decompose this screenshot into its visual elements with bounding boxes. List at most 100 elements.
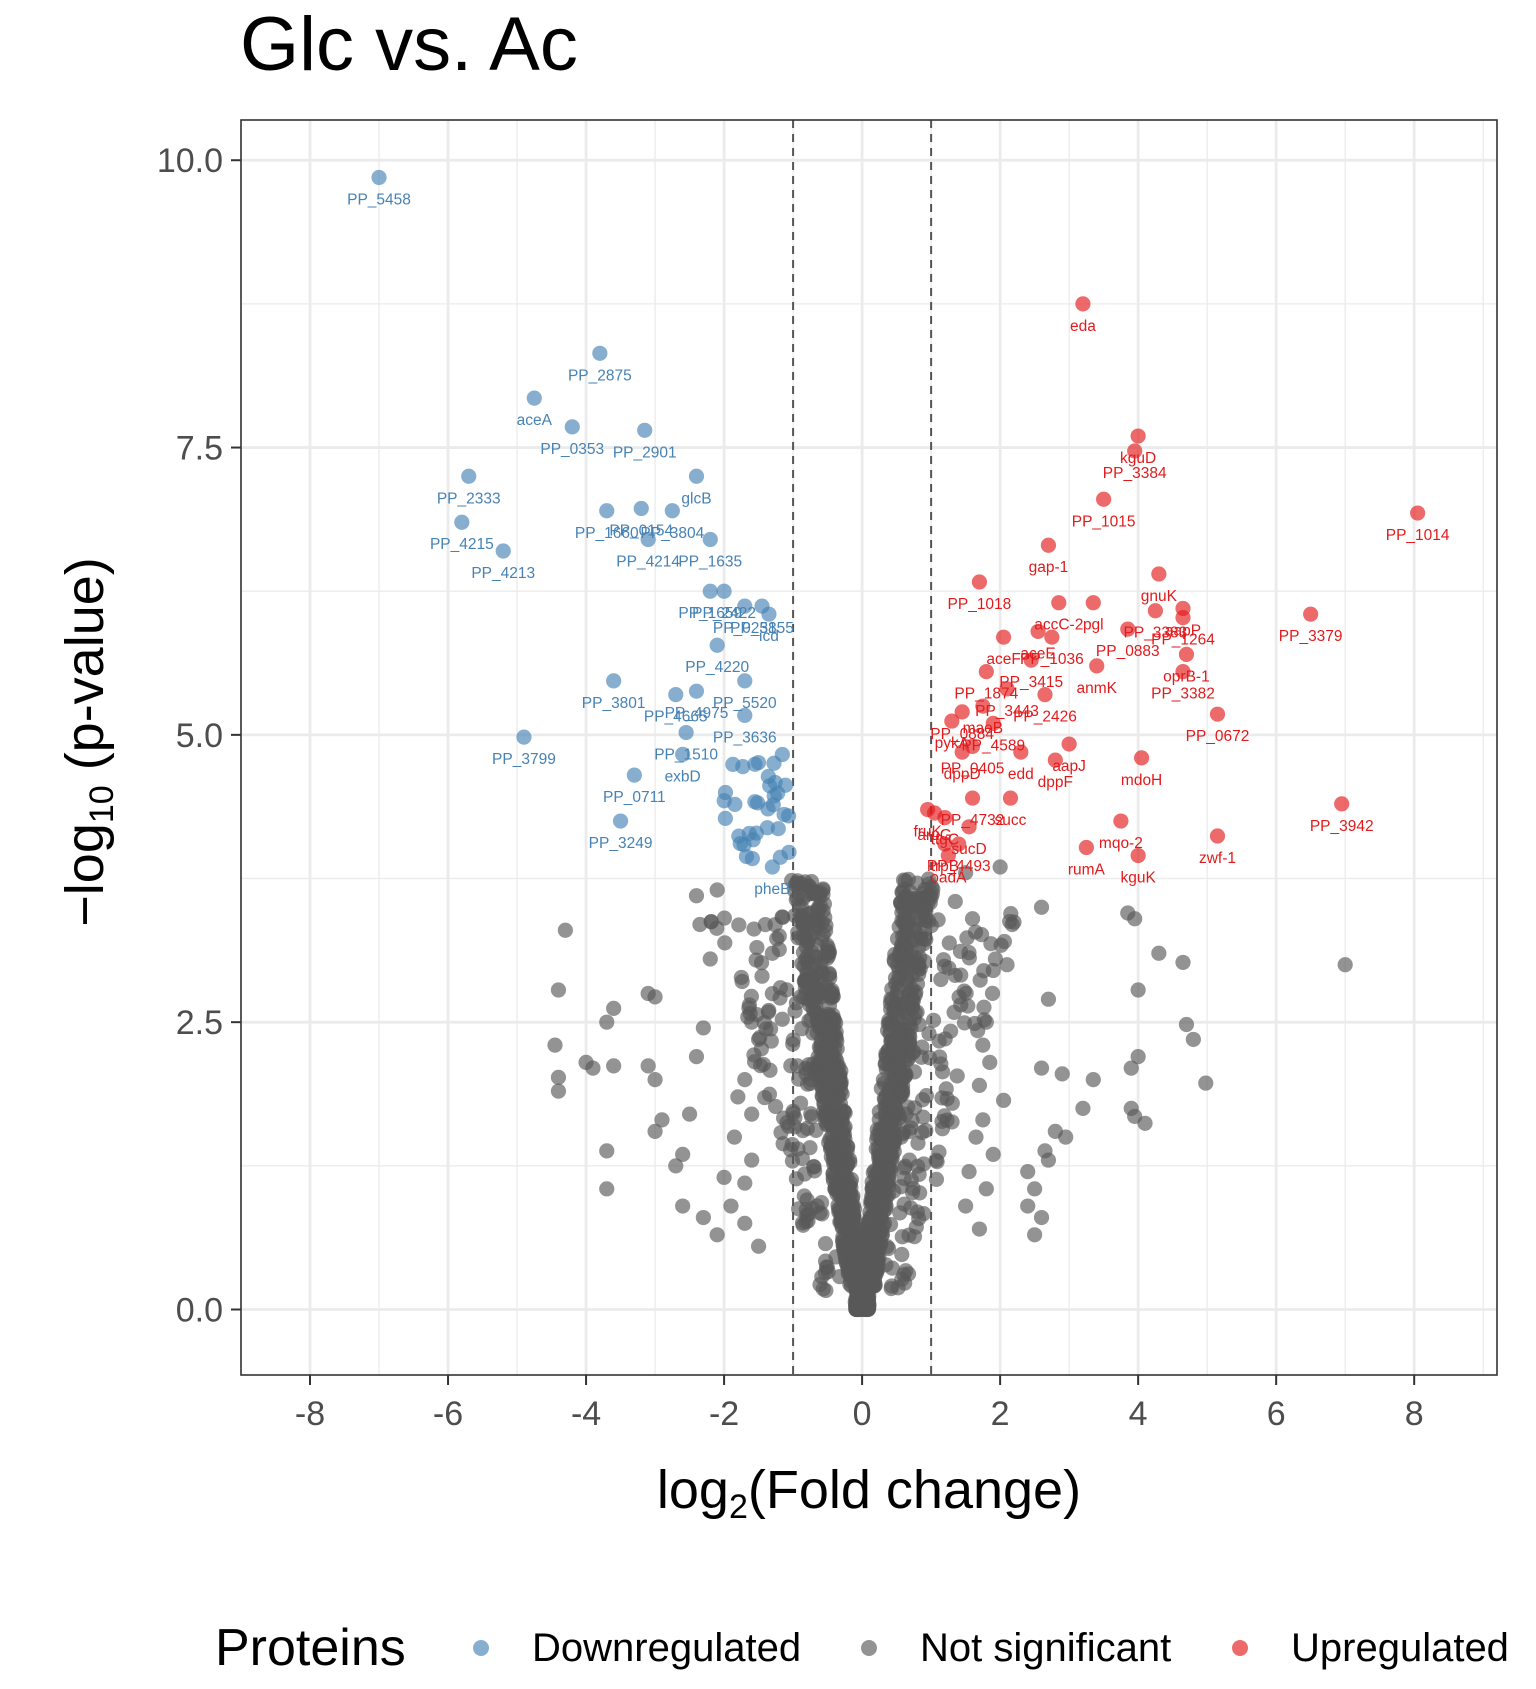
ns-point — [826, 1017, 842, 1033]
ns-point — [891, 1061, 907, 1078]
upregulated-point — [1047, 752, 1063, 768]
ns-point — [899, 917, 915, 934]
ns-point — [840, 1178, 857, 1194]
upregulated-point — [1209, 828, 1226, 844]
ns-point — [1120, 905, 1136, 921]
downregulated-point — [640, 531, 656, 548]
upregulated-point — [1085, 595, 1101, 611]
ns-point — [961, 944, 977, 961]
chart-title: Glc vs. Ac — [240, 2, 578, 87]
ns-point — [585, 1060, 601, 1076]
ns-point — [889, 1009, 906, 1025]
ns-point — [717, 935, 733, 951]
downregulated-point — [564, 419, 580, 435]
ns-point — [731, 917, 747, 933]
upregulated-point-label: accC-2 — [1034, 617, 1083, 634]
ns-point — [668, 1158, 684, 1174]
ns-point — [931, 1144, 947, 1160]
upregulated-point-label: mqo-2 — [1099, 835, 1143, 852]
y-tick-label: 7.5 — [176, 430, 223, 468]
ns-point — [772, 990, 788, 1006]
ns-point — [815, 1281, 831, 1297]
ns-point — [737, 1072, 753, 1088]
upregulated-point-label: PP_0884 — [930, 726, 994, 743]
ns-point — [797, 951, 814, 968]
downregulated-point-label: pheB — [754, 881, 790, 898]
upregulated-point — [961, 819, 977, 835]
ns-point — [654, 1112, 670, 1128]
ns-point — [647, 1123, 663, 1139]
ns-point — [984, 985, 1001, 1001]
ns-point — [895, 872, 912, 888]
upregulated-point-label: succ — [995, 812, 1027, 829]
ns-point — [803, 1106, 819, 1122]
upregulated-point — [971, 574, 988, 590]
upregulated-point-label: sucD — [951, 841, 986, 858]
upregulated-point — [1061, 736, 1077, 752]
upregulated-point — [951, 836, 967, 852]
downregulated-point — [678, 724, 694, 741]
upregulated-point-label: aceF — [986, 651, 1020, 668]
upregulated-point-label: pykA — [935, 735, 970, 752]
downregulated-point — [606, 673, 622, 689]
upregulated-point-label: PP_1874 — [954, 686, 1018, 703]
ns-point — [1027, 1181, 1043, 1197]
ns-point — [819, 950, 835, 966]
downregulated-point — [516, 729, 532, 745]
ns-point — [964, 911, 981, 927]
ns-point — [913, 1049, 930, 1065]
upregulated-point — [954, 704, 970, 720]
ns-point — [763, 1033, 779, 1049]
upregulated-point-label: mdoH — [1121, 772, 1162, 789]
ns-point — [894, 1246, 910, 1263]
upregulated-point — [1023, 652, 1039, 668]
ns-point — [847, 1215, 863, 1231]
upregulated-point — [1002, 790, 1019, 806]
ns-point — [879, 1238, 895, 1255]
ns-point — [737, 1175, 753, 1191]
ns-point — [947, 967, 963, 984]
legend-key-ns — [861, 1640, 877, 1656]
ns-point — [992, 859, 1008, 875]
ns-point — [916, 1156, 932, 1172]
ns-point — [647, 989, 663, 1005]
upregulated-point — [985, 715, 1001, 731]
y-axis: 0.0 2.5 5.0 7.5 10.0 — [157, 142, 241, 1329]
ns-point — [688, 888, 705, 904]
ns-point — [764, 945, 780, 961]
upregulated-point-label: PP_3415 — [999, 674, 1063, 691]
downregulated-point-label: PP_2875 — [568, 367, 632, 384]
downregulated-point — [702, 531, 718, 548]
downregulated-point — [776, 806, 792, 823]
upregulated-point-label: oprB-1 — [1163, 668, 1210, 685]
ns-point — [1130, 982, 1146, 998]
ns-point — [755, 1056, 772, 1073]
downregulated-point — [688, 683, 705, 699]
upregulated-points — [920, 296, 1426, 864]
upregulated-point-label: kguD — [1120, 450, 1156, 467]
ns-point — [1198, 1075, 1214, 1091]
ns-point — [901, 1227, 917, 1243]
y-axis-title: −log10 (p-value) — [55, 557, 121, 927]
legend-key-up — [1232, 1640, 1248, 1656]
downregulated-point-label: PP_3636 — [713, 729, 777, 746]
ns-point — [606, 1000, 622, 1016]
downregulated-point-label: PP_3249 — [589, 835, 653, 852]
ns-point — [808, 1122, 824, 1139]
upregulated-point-label: anmK — [1076, 680, 1117, 697]
ns-point — [868, 1194, 884, 1210]
upregulated-point — [1151, 566, 1167, 582]
upregulated-point — [1178, 646, 1195, 663]
upregulated-point-label: aapJ — [1052, 758, 1086, 775]
ns-point — [744, 1106, 760, 1122]
ns-point — [946, 1004, 962, 1021]
ns-point — [723, 1198, 739, 1214]
downregulated-point-label: PP_0258 — [713, 620, 777, 637]
ns-point — [935, 952, 952, 968]
ns-point — [883, 1278, 900, 1294]
ns-point — [1337, 957, 1353, 973]
upregulated-point-label: PP_3379 — [1279, 628, 1343, 645]
upregulated-point-label: ttgC — [931, 832, 959, 849]
ns-point — [761, 1086, 778, 1102]
ns-point — [896, 1160, 912, 1176]
